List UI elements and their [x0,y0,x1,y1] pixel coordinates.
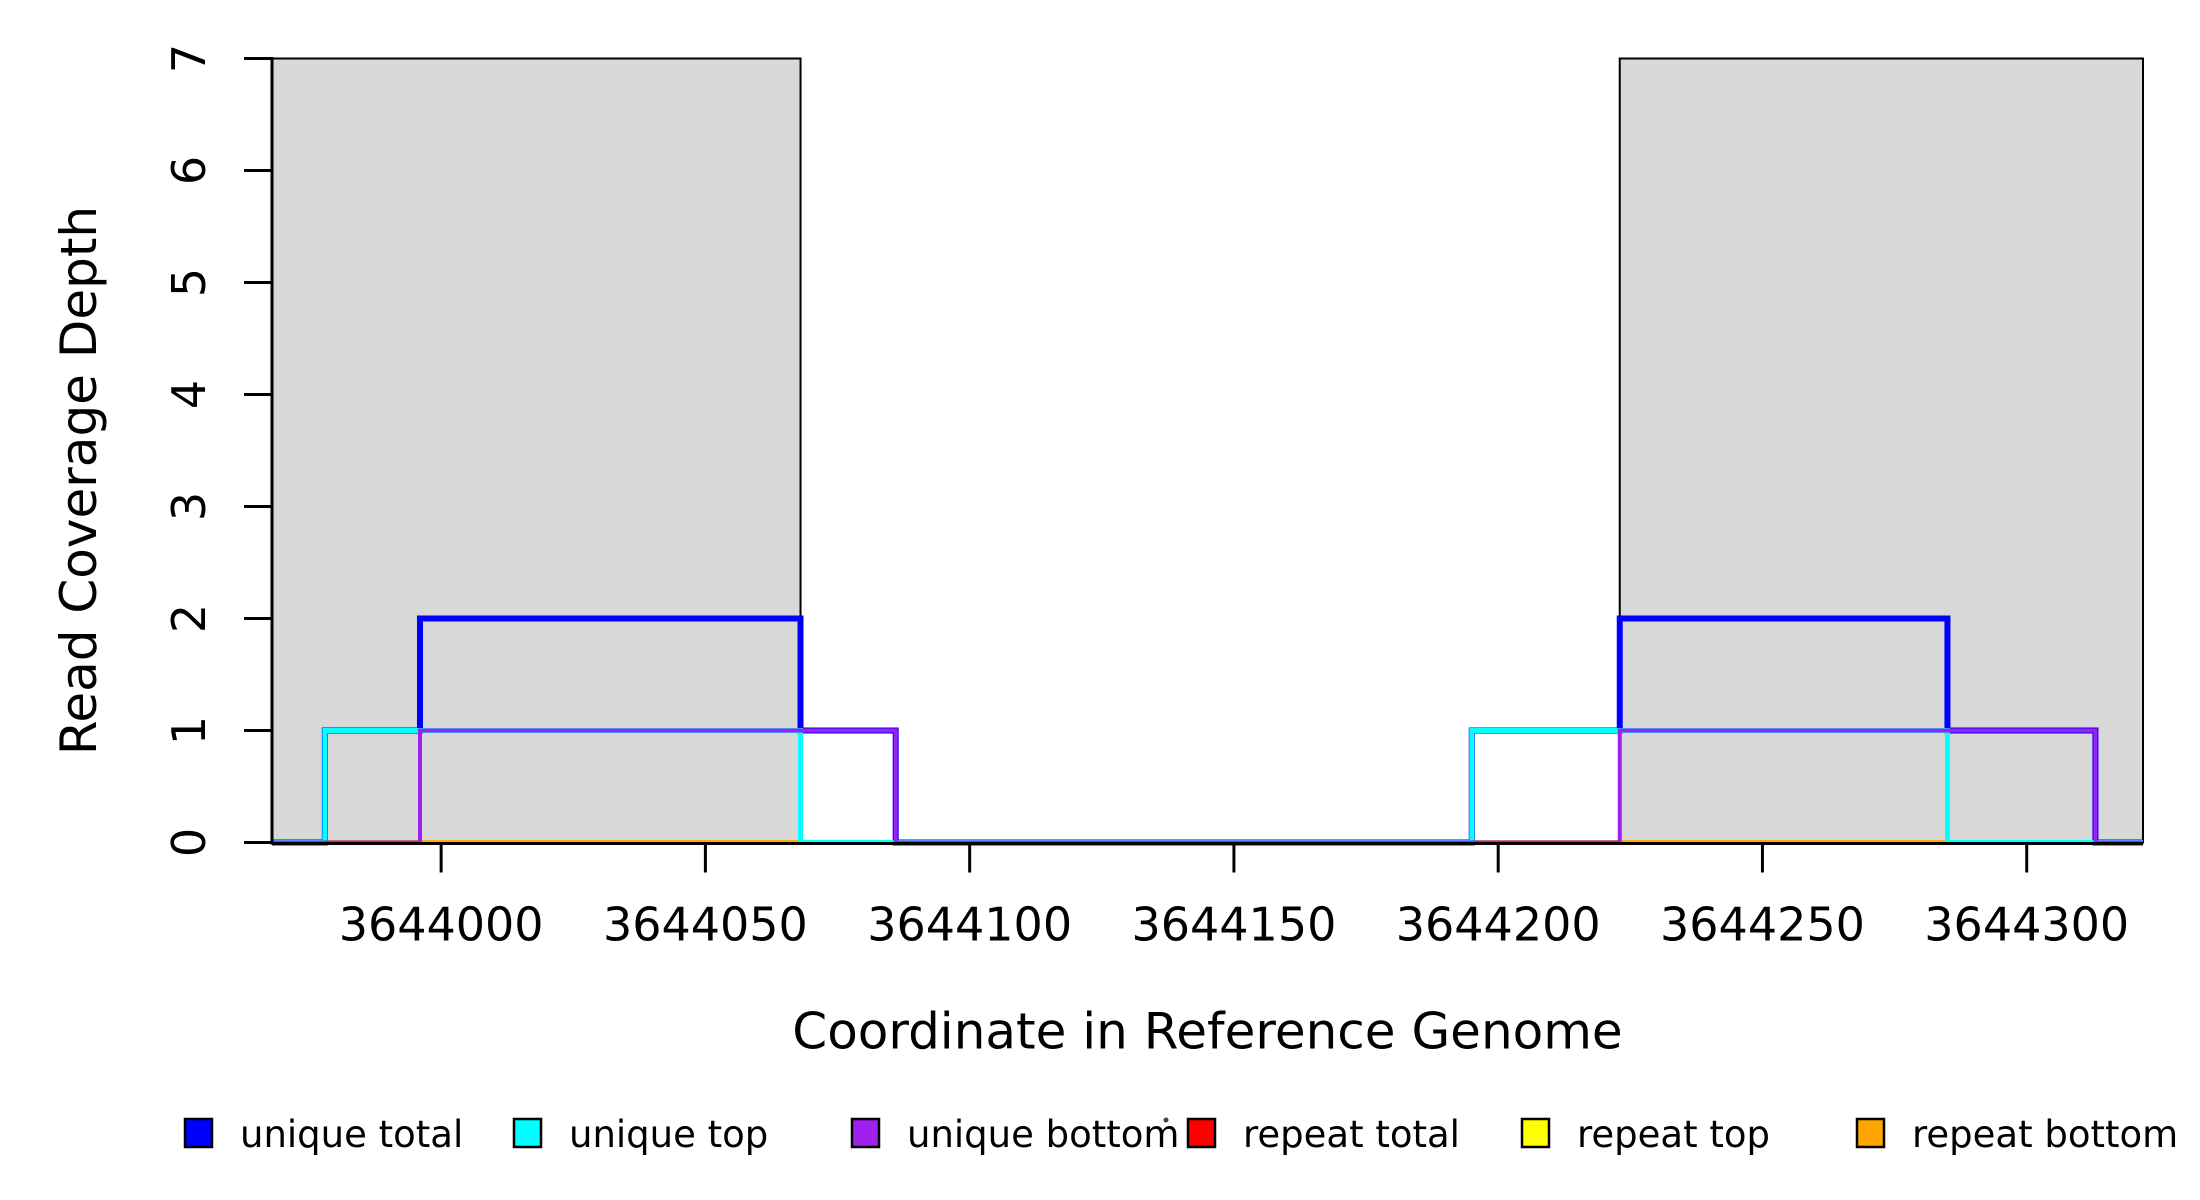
y-tick-label: 1 [162,716,216,745]
y-tick-label: 3 [162,492,216,521]
y-tick-label: 2 [162,604,216,633]
legend-swatch-unique-top [512,1117,543,1149]
y-tick-label: 6 [162,156,216,185]
x-tick-label: 3644050 [603,898,808,952]
x-tick-label: 3644250 [1660,898,1865,952]
legend-label-unique-bottom: unique bottom [907,1113,1179,1156]
legend-label-unique-top: unique top [569,1113,768,1156]
x-tick-label: 3644300 [1924,898,2129,952]
y-tick-label: 4 [162,380,216,409]
y-tick-label: 7 [162,44,216,73]
y-axis-title: Read Coverage Depth [50,206,108,755]
repeat-region-2-shading [1618,57,2145,844]
y-tick-label: 5 [162,268,216,297]
x-tick-label: 3644100 [867,898,1072,952]
legend-swatch-repeat-top [1520,1117,1551,1149]
x-tick-label: 3644000 [339,898,544,952]
x-tick-label: 3644150 [1131,898,1336,952]
legend-swatch-unique-total [183,1117,214,1149]
x-tick-label: 3644200 [1396,898,1601,952]
repeat-region-1-shading [271,57,802,844]
stray-dot-artifact [1163,1117,1169,1123]
legend-swatch-repeat-bottom [1855,1117,1886,1149]
y-tick-label: 0 [162,828,216,857]
legend-swatch-unique-bottom [850,1117,881,1149]
legend-label-repeat-top: repeat top [1577,1113,1770,1156]
legend-label-repeat-bottom: repeat bottom [1912,1113,2178,1156]
legend-label-unique-total: unique total [240,1113,463,1156]
legend-swatch-repeat-total [1186,1117,1217,1149]
x-axis-title: Coordinate in Reference Genome [792,1003,1622,1061]
legend-label-repeat-total: repeat total [1243,1113,1460,1156]
